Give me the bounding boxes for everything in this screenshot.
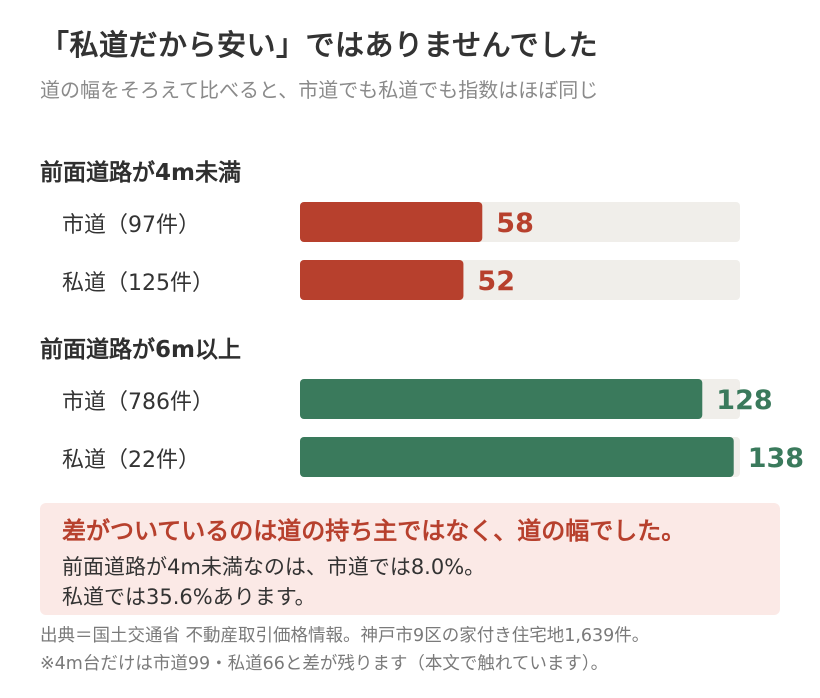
page-title: 「私道だから安い」ではありませんでした (40, 28, 599, 62)
bar-private-road-under-4m (300, 260, 464, 300)
note-box: 差がついているのは道の持ち主ではなく、道の幅でした。 前面道路が4m未満なのは、… (40, 503, 780, 615)
note-headline: 差がついているのは道の持ち主ではなく、道の幅でした。 (62, 517, 686, 545)
row-label-private-road-under-4m: 私道（125件） (62, 271, 214, 296)
bar-value-label-city-road-under-4m: 58 (496, 208, 534, 239)
bar-chart: 58 52 128 138 (300, 202, 804, 477)
row-label-private-road-over-6m: 私道（22件） (62, 448, 200, 473)
bar-city-road-over-6m (300, 379, 703, 419)
page-subtitle: 道の幅をそろえて比べると、市道でも私道でも指数はほぼ同じ (40, 78, 599, 102)
note-line-2: 私道では35.6%あります。 (62, 585, 316, 609)
group-title-over-6m: 前面道路が6m以上 (40, 337, 241, 363)
bar-private-road-over-6m (300, 437, 734, 477)
source-note: 出典＝国土交通省 不動産取引価格情報。神戸市9区の家付き住宅地1,639件。 (40, 626, 650, 646)
row-label-city-road-over-6m: 市道（786件） (62, 390, 214, 415)
bar-value-label-private-road-over-6m: 138 (748, 443, 804, 474)
note-line-1: 前面道路が4m未満なのは、市道では8.0%。 (62, 555, 486, 579)
bar-city-road-under-4m (300, 202, 483, 242)
bar-value-label-private-road-under-4m: 52 (477, 266, 515, 297)
group-title-under-4m: 前面道路が4m未満 (40, 160, 241, 186)
row-label-city-road-under-4m: 市道（97件） (62, 213, 200, 238)
bar-value-label-city-road-over-6m: 128 (716, 385, 772, 416)
footnote: ※4m台だけは市道99・私道66と差が残ります（本文で触れています）。 (40, 654, 609, 674)
